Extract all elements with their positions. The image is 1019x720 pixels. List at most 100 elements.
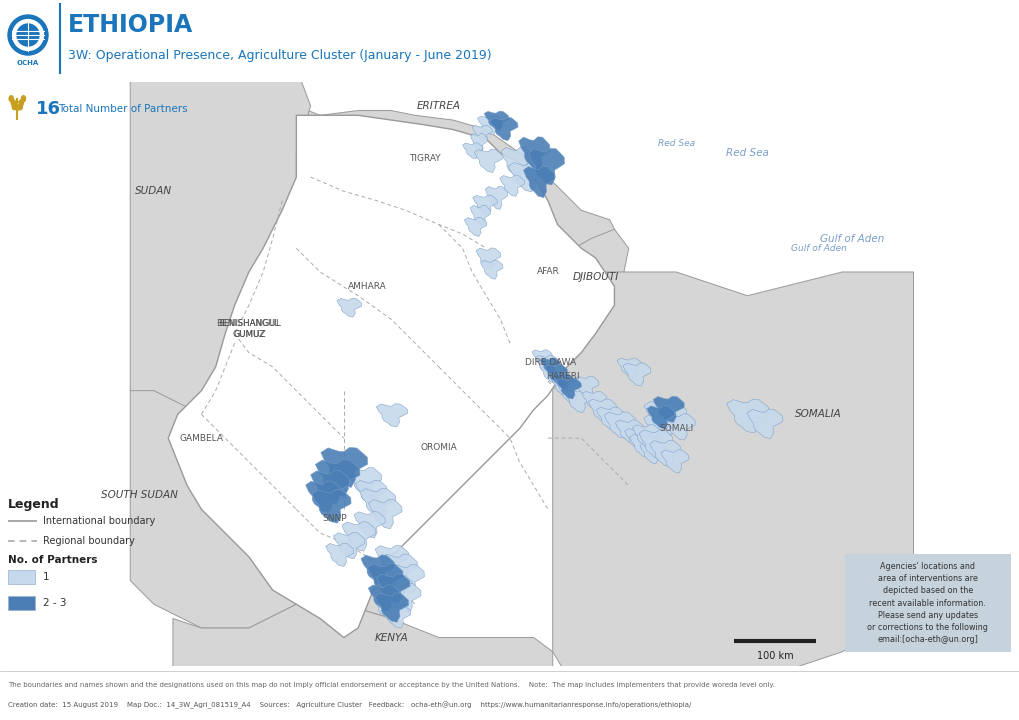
Polygon shape: [660, 450, 688, 473]
Polygon shape: [499, 176, 524, 197]
Bar: [8, 570, 35, 584]
Polygon shape: [476, 248, 500, 269]
Polygon shape: [596, 407, 624, 430]
Text: DJIBOUTI: DJIBOUTI: [572, 271, 618, 282]
Text: 100 km: 100 km: [756, 651, 793, 661]
Polygon shape: [614, 420, 643, 443]
Polygon shape: [464, 217, 486, 236]
Text: Legend: Legend: [8, 498, 60, 511]
Polygon shape: [574, 376, 598, 397]
Polygon shape: [368, 585, 399, 611]
Polygon shape: [547, 229, 628, 296]
Polygon shape: [544, 365, 567, 384]
Polygon shape: [470, 133, 487, 153]
Polygon shape: [130, 391, 406, 628]
Polygon shape: [336, 298, 361, 317]
Polygon shape: [726, 400, 768, 433]
Circle shape: [12, 19, 44, 50]
Polygon shape: [523, 166, 554, 198]
Text: Red Sea: Red Sea: [657, 139, 694, 148]
Polygon shape: [528, 148, 564, 185]
Text: AFAR: AFAR: [536, 267, 558, 276]
Polygon shape: [623, 363, 650, 386]
Polygon shape: [485, 186, 507, 210]
Polygon shape: [310, 471, 350, 504]
Text: OCHA: OCHA: [17, 60, 39, 66]
Text: Gulf of Aden: Gulf of Aden: [790, 244, 846, 253]
Polygon shape: [375, 593, 409, 622]
Text: 2 - 3: 2 - 3: [43, 598, 66, 608]
Text: BENISHANGUL
GUMUZ: BENISHANGUL GUMUZ: [218, 319, 279, 338]
Text: ETHIOPIA: ETHIOPIA: [68, 13, 193, 37]
Polygon shape: [367, 564, 403, 595]
Polygon shape: [557, 383, 582, 404]
Text: OROMIA: OROMIA: [420, 443, 457, 452]
Text: The boundaries and names shown and the designations used on this map do not impl: The boundaries and names shown and the d…: [8, 682, 774, 688]
Text: SOMALI: SOMALI: [658, 424, 693, 433]
Polygon shape: [643, 415, 672, 438]
Polygon shape: [588, 399, 615, 422]
Polygon shape: [519, 137, 549, 171]
Polygon shape: [382, 605, 411, 628]
Polygon shape: [547, 371, 568, 387]
Polygon shape: [355, 480, 386, 507]
Text: SOUTH SUDAN: SOUTH SUDAN: [101, 490, 178, 500]
Polygon shape: [297, 106, 619, 276]
Polygon shape: [321, 448, 368, 487]
Text: 1: 1: [43, 572, 49, 582]
Polygon shape: [376, 574, 410, 603]
Text: HARERI: HARERI: [546, 372, 580, 381]
Text: Red Sea: Red Sea: [726, 148, 768, 158]
Text: Creation date:  15 August 2019    Map Doc.:  14_3W_Agri_081519_A4    Sources:   : Creation date: 15 August 2019 Map Doc.: …: [8, 701, 691, 708]
Ellipse shape: [18, 104, 22, 109]
Polygon shape: [173, 604, 552, 720]
Polygon shape: [361, 555, 394, 585]
Circle shape: [8, 15, 48, 55]
Ellipse shape: [12, 104, 16, 109]
Polygon shape: [472, 125, 492, 141]
Polygon shape: [376, 404, 408, 427]
Polygon shape: [360, 488, 395, 518]
Polygon shape: [387, 583, 421, 613]
Polygon shape: [624, 428, 649, 449]
Polygon shape: [373, 594, 404, 621]
Text: International boundary: International boundary: [43, 516, 155, 526]
Polygon shape: [477, 116, 501, 135]
Polygon shape: [306, 481, 341, 513]
Polygon shape: [354, 512, 385, 538]
Text: SUDAN: SUDAN: [136, 186, 172, 197]
Text: SOMALIA: SOMALIA: [795, 410, 841, 419]
Circle shape: [17, 24, 39, 46]
Text: Gulf of Aden: Gulf of Aden: [819, 234, 883, 244]
Polygon shape: [551, 377, 574, 396]
Ellipse shape: [21, 96, 25, 102]
Ellipse shape: [19, 99, 23, 106]
Text: No. of Partners: No. of Partners: [8, 554, 98, 564]
Polygon shape: [532, 350, 551, 366]
Polygon shape: [646, 405, 674, 429]
Polygon shape: [381, 575, 412, 601]
Polygon shape: [552, 272, 913, 699]
Polygon shape: [130, 58, 311, 462]
Polygon shape: [321, 483, 345, 503]
Text: ERITREA: ERITREA: [417, 101, 461, 111]
Polygon shape: [507, 162, 543, 192]
Polygon shape: [325, 544, 354, 567]
Text: BENISHANGUL
GUMUZ: BENISHANGUL GUMUZ: [216, 319, 281, 338]
Polygon shape: [639, 443, 663, 464]
Text: Agencies' locations and
area of interventions are
depicted based on the
recent a: Agencies' locations and area of interven…: [866, 562, 987, 644]
Text: KENYA: KENYA: [374, 632, 408, 642]
Polygon shape: [639, 430, 672, 459]
Polygon shape: [564, 390, 592, 413]
Polygon shape: [368, 500, 401, 528]
Text: Total Number of Partners: Total Number of Partners: [58, 104, 187, 114]
Text: SNNP: SNNP: [322, 514, 346, 523]
Polygon shape: [463, 143, 482, 158]
Polygon shape: [582, 391, 606, 410]
Polygon shape: [484, 111, 508, 130]
Polygon shape: [632, 425, 659, 448]
Text: GAMBELA: GAMBELA: [179, 433, 223, 443]
Polygon shape: [489, 117, 518, 140]
Polygon shape: [375, 546, 409, 575]
Polygon shape: [168, 115, 613, 637]
